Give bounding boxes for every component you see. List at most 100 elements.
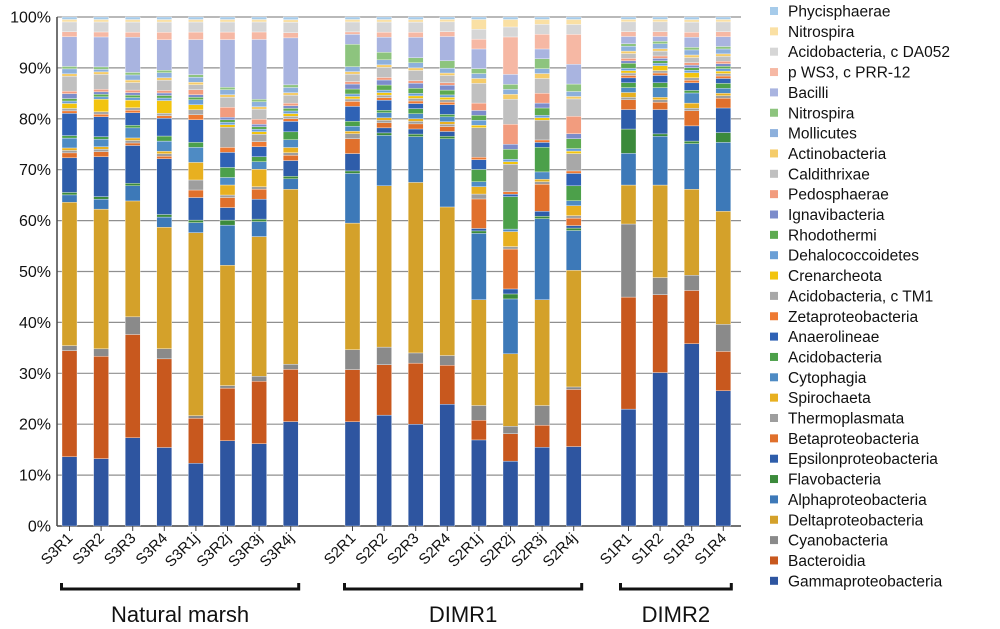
bar-segment-11-S3R4j	[283, 139, 299, 148]
bar-segment-16-S3R3j	[251, 131, 267, 135]
bar-segment-2-S3R2j	[219, 387, 236, 441]
bar-segment-16-S3R1	[61, 103, 78, 109]
bar-segment-11-S2R4j	[566, 200, 582, 206]
bar-segment-5-S2R1	[344, 173, 361, 224]
bar-segment-17-S1R1	[620, 67, 637, 71]
bar-segment-8-S3R4	[156, 156, 172, 159]
bar-segment-28-S3R4	[156, 19, 172, 23]
bar-segment-10-S2R3	[408, 118, 424, 122]
bar-segment-18-S3R3	[125, 94, 141, 98]
bar-segment-29-S2R4j	[566, 16, 582, 20]
bar-segment-11-S2R2j	[502, 228, 519, 232]
bar-segment-4-S2R1j	[471, 299, 487, 406]
bar-segment-12-S2R3j	[534, 147, 550, 173]
bar-segment-19-S2R2j	[502, 144, 519, 150]
bar-segment-20-S3R4	[156, 90, 172, 94]
x-tick-label: S3R2	[69, 530, 108, 569]
bar-segment-9-S2R1j	[471, 193, 487, 200]
bar-segment-27-S1R1	[620, 21, 637, 32]
bar-segment-12-S3R4j	[283, 131, 299, 140]
legend-label: Deltaproteobacteria	[788, 512, 924, 529]
bar-segment-10-S2R2	[376, 117, 392, 121]
bar-segment-27-S3R3j	[251, 21, 267, 33]
bar-segment-16-S2R3j	[534, 117, 550, 121]
bar-segment-9-S2R3j	[534, 181, 550, 185]
bar-segment-21-S3R2	[93, 74, 109, 90]
bar-segment-1-S1R1	[620, 408, 637, 527]
bar-segment-14-S3R4	[156, 115, 172, 119]
bar-segment-16-S3R3	[125, 99, 141, 108]
legend-label: Gammaproteobacteria	[788, 573, 943, 590]
bar-segment-13-S3R3j	[251, 146, 267, 157]
x-tick-label: S2R3j	[508, 530, 549, 571]
bar-segment-2-S1R1	[620, 296, 637, 410]
bar-segment-11-S3R3j	[251, 161, 267, 170]
bar-segment-18-S2R2	[376, 84, 392, 91]
bar-segment-20-S1R4	[715, 61, 731, 64]
x-tick-label: S2R2	[352, 530, 391, 569]
legend-swatch	[770, 373, 778, 382]
bar-segment-16-S3R4	[156, 100, 172, 114]
x-tick-label: S3R1j	[162, 530, 203, 571]
legend-label: Acidobacteria, c DA052	[788, 44, 950, 61]
bar-segment-12-S1R3	[684, 90, 700, 94]
bar-segment-13-S2R3	[408, 103, 424, 109]
bar-segment-16-S1R3	[684, 72, 700, 78]
legend-swatch	[770, 393, 778, 402]
bar-segment-16-S3R2	[93, 99, 109, 112]
bar-segment-28-S3R1j	[188, 19, 204, 23]
bar-segment-16-S3R2j	[219, 124, 236, 128]
bar-segment-4-S3R3j	[251, 236, 267, 377]
bar-segment-26-S3R3j	[251, 31, 267, 40]
legend-swatch	[770, 475, 778, 484]
bar-segment-28-S2R1j	[471, 19, 487, 30]
x-tick-label: S3R2j	[193, 530, 234, 571]
bar-segment-23-S2R3	[408, 62, 424, 69]
bar-segment-1-S3R3j	[251, 443, 267, 527]
bar-segment-8-S3R3j	[251, 188, 267, 200]
bar-segment-25-S3R3j	[251, 39, 267, 100]
bar-segment-10-S1R4	[715, 93, 731, 96]
bar-segment-13-S2R4j	[566, 173, 582, 187]
bar-segment-27-S3R3	[125, 21, 141, 33]
bar-segment-4-S1R3	[684, 189, 700, 276]
bar-segment-10-S1R3	[684, 102, 700, 109]
x-tick-label: S1R1	[597, 530, 636, 569]
legend-swatch	[770, 129, 778, 138]
bar-segment-5-S2R4	[439, 138, 455, 208]
bar-segment-29-S3R2j	[219, 16, 236, 20]
legend-label: Zetaproteobacteria	[788, 309, 918, 326]
bar-segment-23-S2R1	[344, 66, 361, 72]
bar-segment-13-S2R2j	[502, 193, 519, 197]
bar-segment-20-S1R1	[620, 58, 637, 62]
bar-segment-11-S1R1	[620, 87, 637, 93]
bar-segment-8-S3R1	[61, 152, 78, 159]
bar-segment-12-S2R1j	[471, 169, 487, 182]
bar-segment-22-S3R3j	[251, 106, 267, 110]
legend-label: Acidobacteria	[788, 349, 882, 366]
bar-segment-10-S3R3	[125, 137, 141, 141]
bar-segment-29-S1R3	[684, 16, 700, 20]
legend-swatch	[770, 68, 778, 77]
bar-segment-18-S1R1	[620, 63, 637, 69]
y-tick-label: 60%	[19, 213, 51, 230]
bar-segment-23-S1R2	[652, 43, 668, 49]
bar-segment-5-S3R4	[156, 216, 172, 228]
bar-segment-14-S2R4j	[566, 170, 582, 174]
legend-swatch	[770, 108, 778, 117]
x-tick-label: S1R2	[628, 530, 667, 569]
bar-segment-21-S1R4	[715, 56, 731, 62]
bar-segment-25-S2R1	[344, 34, 361, 45]
bar-segment-24-S1R2	[652, 41, 668, 44]
y-tick-label: 30%	[19, 366, 51, 383]
bar-segment-14-S2R1j	[471, 156, 487, 160]
bar-segment-2-S2R4	[439, 365, 455, 405]
bar-segment-26-S3R1j	[188, 31, 204, 40]
bar-segment-22-S1R2	[652, 48, 668, 52]
bar-segment-4-S3R2j	[219, 265, 236, 386]
bar-segment-6-S3R2j	[219, 219, 236, 226]
bar-segment-24-S3R4	[156, 70, 172, 73]
bar-segment-9-S1R4	[715, 95, 731, 99]
legend-label: Ignavibacteria	[788, 207, 885, 224]
bar-segment-22-S3R3	[125, 79, 141, 83]
